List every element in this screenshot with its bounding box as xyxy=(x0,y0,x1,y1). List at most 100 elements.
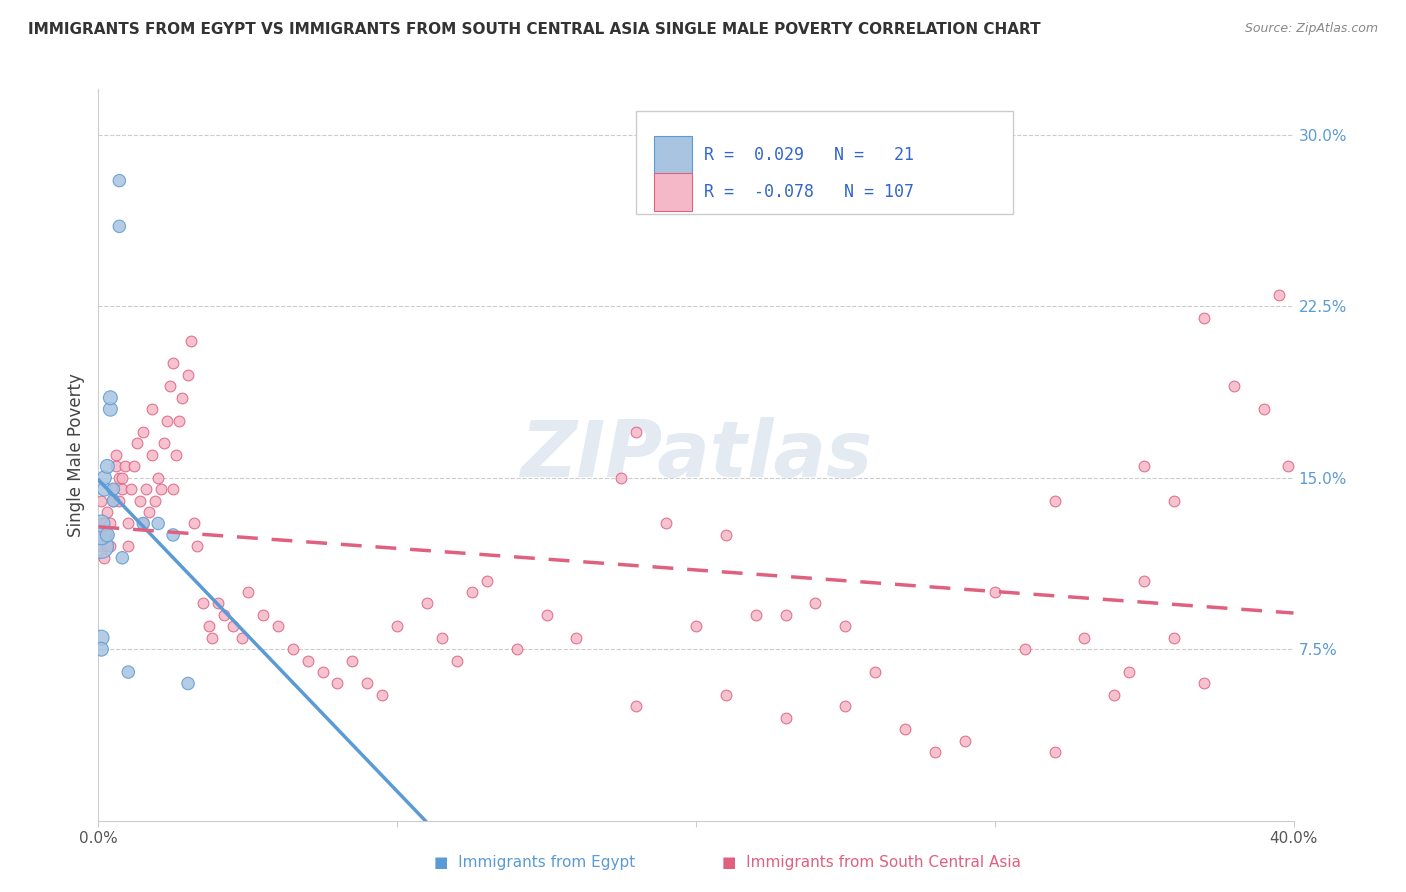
Point xyxy=(159,379,181,393)
Point xyxy=(162,482,184,496)
Point xyxy=(90,539,112,553)
Point xyxy=(342,654,364,668)
Point xyxy=(90,631,112,645)
Text: ■  Immigrants from Egypt: ■ Immigrants from Egypt xyxy=(433,855,636,870)
Point xyxy=(775,607,797,622)
Point xyxy=(108,493,131,508)
Point xyxy=(506,642,529,657)
Point xyxy=(1253,402,1275,417)
Point xyxy=(103,493,125,508)
Point xyxy=(1277,459,1299,474)
Point xyxy=(98,402,122,417)
Point xyxy=(108,173,131,187)
Point xyxy=(1223,379,1246,393)
Point xyxy=(183,516,205,531)
Point xyxy=(222,619,245,633)
Point xyxy=(865,665,887,679)
Point xyxy=(98,391,122,405)
Point xyxy=(93,482,115,496)
Point xyxy=(96,505,118,519)
Text: Source: ZipAtlas.com: Source: ZipAtlas.com xyxy=(1244,22,1378,36)
Point xyxy=(103,493,125,508)
Point xyxy=(685,619,707,633)
Point xyxy=(461,585,484,599)
Point xyxy=(96,539,118,553)
Point xyxy=(356,676,378,690)
Point xyxy=(135,482,157,496)
Point xyxy=(143,493,166,508)
Point xyxy=(98,516,122,531)
Point xyxy=(90,528,112,542)
Point xyxy=(90,516,112,531)
Point xyxy=(281,642,304,657)
Point xyxy=(132,425,155,439)
Point xyxy=(207,597,229,611)
Point xyxy=(90,493,112,508)
Point xyxy=(1104,688,1126,702)
FancyBboxPatch shape xyxy=(654,136,692,174)
Point xyxy=(198,619,221,633)
Point xyxy=(984,585,1007,599)
Point xyxy=(93,550,115,565)
Point xyxy=(1192,310,1215,325)
Point xyxy=(416,597,439,611)
Point xyxy=(1133,574,1156,588)
Point xyxy=(127,436,149,450)
Point xyxy=(105,448,128,462)
Point xyxy=(111,471,134,485)
Point xyxy=(103,482,125,496)
Point xyxy=(93,471,115,485)
Point xyxy=(430,631,453,645)
Text: ZIPatlas: ZIPatlas xyxy=(520,417,872,493)
FancyBboxPatch shape xyxy=(637,112,1012,213)
Point xyxy=(655,516,678,531)
Point xyxy=(120,482,142,496)
Point xyxy=(236,585,259,599)
Point xyxy=(90,642,112,657)
Point xyxy=(231,631,253,645)
Point xyxy=(894,723,917,737)
Point xyxy=(536,607,558,622)
Point xyxy=(745,607,768,622)
Point xyxy=(138,505,160,519)
Point xyxy=(105,459,128,474)
Point xyxy=(117,516,139,531)
Point xyxy=(114,459,136,474)
Point xyxy=(267,619,290,633)
Point xyxy=(108,219,131,234)
Point xyxy=(186,539,208,553)
Point xyxy=(96,528,118,542)
Point xyxy=(385,619,409,633)
Point xyxy=(162,356,184,371)
Point xyxy=(108,471,131,485)
Point xyxy=(1192,676,1215,690)
Point xyxy=(98,539,122,553)
Point xyxy=(212,607,235,622)
Point xyxy=(626,699,648,714)
Point xyxy=(834,699,856,714)
Text: R =  -0.078   N = 107: R = -0.078 N = 107 xyxy=(704,183,914,201)
Point xyxy=(626,425,648,439)
Point xyxy=(371,688,394,702)
Point xyxy=(252,607,274,622)
Point xyxy=(1073,631,1095,645)
Point xyxy=(775,711,797,725)
Point xyxy=(141,402,163,417)
Point xyxy=(93,516,115,531)
Point xyxy=(924,745,946,759)
Point xyxy=(565,631,588,645)
Point xyxy=(96,459,118,474)
Point xyxy=(834,619,856,633)
Point xyxy=(1043,745,1066,759)
FancyBboxPatch shape xyxy=(654,172,692,211)
Point xyxy=(172,391,194,405)
Point xyxy=(156,414,179,428)
Point xyxy=(311,665,333,679)
Point xyxy=(129,493,152,508)
Point xyxy=(90,539,112,553)
Point xyxy=(148,471,170,485)
Point xyxy=(1267,288,1289,302)
Point xyxy=(167,414,190,428)
Point xyxy=(191,597,214,611)
Point xyxy=(111,550,134,565)
